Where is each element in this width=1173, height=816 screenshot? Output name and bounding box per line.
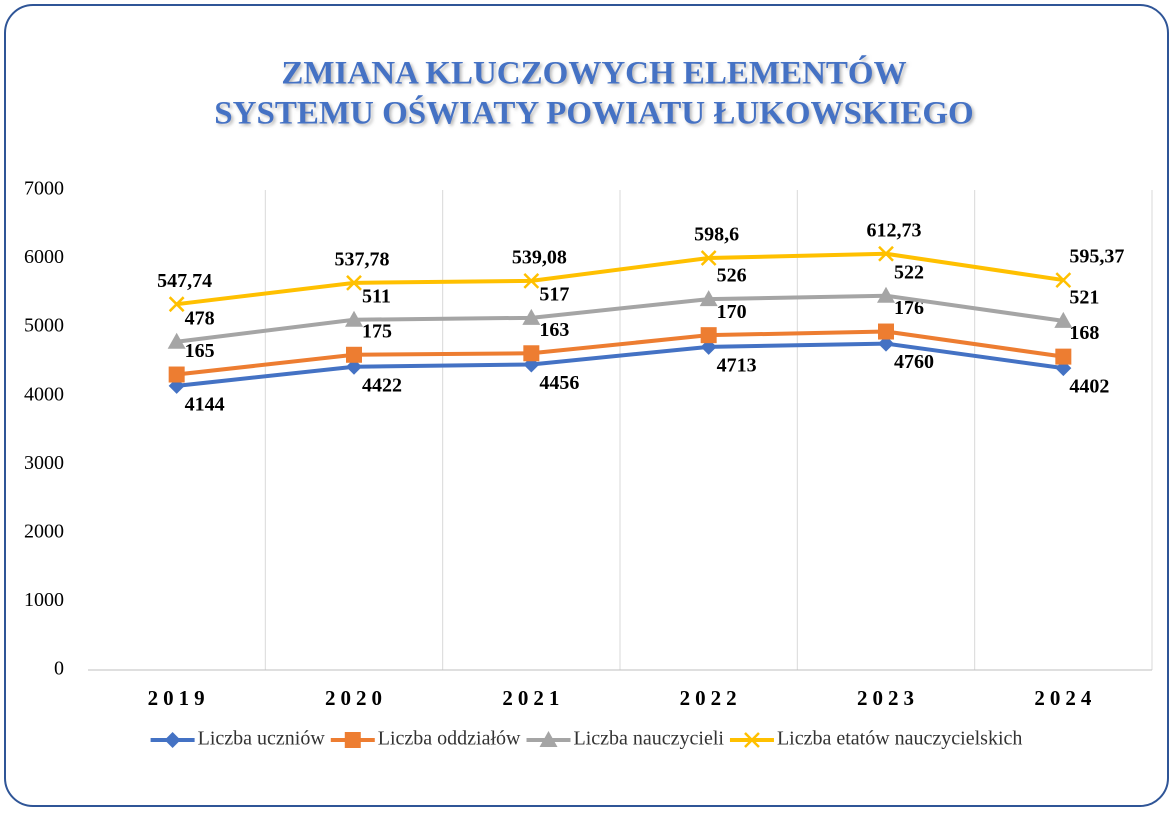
marker	[164, 732, 181, 748]
marker	[878, 323, 894, 340]
title-line: SYSTEMU OŚWIATY POWIATU ŁUKOWSKIEGO	[214, 94, 973, 132]
y-tick-label: 7000	[24, 178, 64, 200]
marker	[1054, 311, 1073, 328]
marker	[539, 731, 558, 747]
data-label: 165	[185, 340, 215, 362]
marker	[167, 332, 186, 349]
data-label: 547,74	[157, 270, 212, 292]
x-tick-label: 2020	[325, 686, 387, 710]
data-label: 526	[717, 265, 747, 287]
marker	[523, 272, 540, 289]
x-tick-label: 2019	[148, 686, 210, 710]
legend-label: Liczba uczniów	[198, 728, 326, 750]
y-tick-label: 1000	[24, 589, 64, 611]
marker	[522, 308, 541, 325]
x-tick-label: 2023	[857, 686, 919, 710]
series-line	[176, 293, 1064, 344]
marker	[744, 732, 760, 748]
data-label: 168	[1069, 322, 1099, 344]
marker	[877, 286, 895, 303]
marker	[344, 732, 361, 748]
data-label: 4422	[362, 374, 402, 396]
series-line	[176, 341, 1064, 388]
marker	[1055, 272, 1072, 288]
y-tick-label: 4000	[24, 383, 64, 405]
data-label: 175	[362, 320, 392, 342]
data-label: 539,08	[512, 246, 567, 268]
y-tick-label: 5000	[24, 315, 64, 337]
x-tick-label: 2024	[1034, 686, 1096, 710]
data-label: 4456	[539, 372, 579, 394]
data-label: 4144	[185, 393, 225, 415]
x-tick-label: 2022	[680, 686, 742, 710]
data-label: 4713	[717, 354, 757, 376]
marker	[700, 250, 717, 266]
title-line: ZMIANA KLUCZOWYCH ELEMENTÓW	[281, 54, 906, 92]
series-line	[176, 329, 1064, 377]
marker	[700, 327, 717, 344]
y-tick-label: 0	[54, 658, 64, 680]
data-label: 4760	[894, 351, 934, 373]
title: ZMIANA KLUCZOWYCH ELEMENTÓW SYSTEMU OŚWI…	[214, 54, 973, 132]
data-label: 598,6	[694, 224, 739, 246]
legend-label: Liczba etatów nauczycielskich	[777, 728, 1022, 750]
marker	[523, 345, 540, 362]
marker	[699, 290, 718, 307]
data-label: 176	[894, 297, 924, 319]
marker	[345, 310, 363, 327]
frame	[4, 4, 1169, 807]
legend: Liczba uczniów Liczba oddziałów Liczba nau…	[150, 728, 1022, 750]
data-label: 4402	[1069, 376, 1109, 398]
data-label: 511	[362, 285, 391, 307]
data-label: 595,37	[1069, 246, 1124, 268]
data-label: 163	[539, 319, 569, 341]
legend-label: Liczba oddziałów	[378, 728, 521, 750]
marker	[878, 335, 894, 352]
data-label: 612,73	[867, 219, 922, 241]
data-label: 521	[1069, 286, 1099, 308]
data-label: 537,78	[335, 248, 390, 270]
data-label: 478	[185, 307, 215, 329]
data-label: 522	[894, 261, 924, 283]
marker	[346, 274, 362, 291]
y-tick-label: 3000	[24, 452, 64, 474]
series-line	[176, 251, 1064, 307]
data-label: 170	[717, 301, 747, 323]
legend-label: Liczba nauczycieli	[573, 728, 724, 750]
x-tick-label: 2021	[502, 686, 564, 710]
marker	[346, 346, 362, 363]
marker	[878, 245, 894, 262]
y-tick-label: 6000	[24, 246, 64, 268]
marker	[1055, 348, 1072, 365]
data-label: 517	[539, 283, 569, 305]
marker	[168, 296, 185, 313]
y-tick-label: 2000	[24, 520, 64, 542]
marker	[168, 366, 185, 383]
